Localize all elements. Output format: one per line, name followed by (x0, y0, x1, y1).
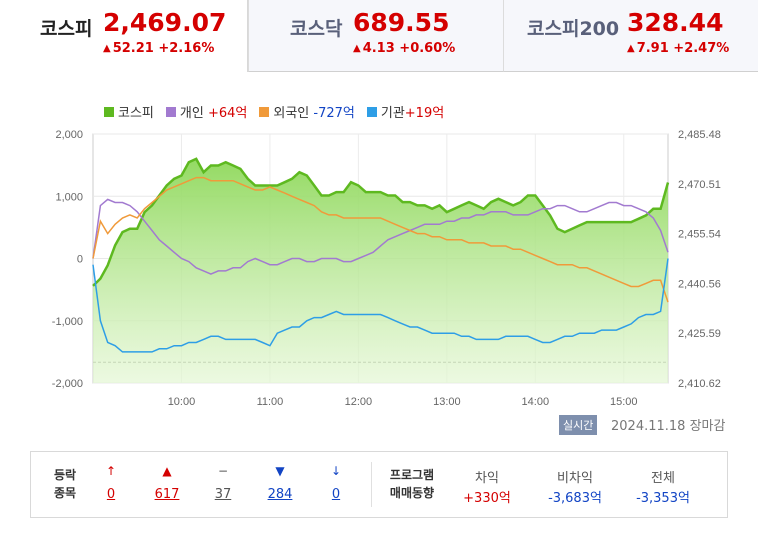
arbitrage-value: +330억 (463, 491, 511, 506)
market-breadth-panel: 등락 종목 ↑ 0 ▲ 617 − 37 ▼ 284 ↓ 0 프로그램 매매동향… (30, 451, 728, 518)
tab-value: 328.44 (627, 8, 724, 37)
down-limit-icon: ↓ (330, 464, 342, 478)
legend-label: 코스피 (118, 106, 154, 121)
series-line (92, 198, 669, 275)
total-value: -3,353억 (636, 491, 690, 506)
y-right-tick-label: 2,410.62 (678, 378, 721, 390)
y-left-tick-label: 1,000 (55, 191, 83, 203)
x-tick-label: 12:00 (345, 396, 373, 408)
series-line (92, 258, 669, 353)
x-tick-label: 13:00 (433, 396, 461, 408)
footer-divider (371, 462, 372, 507)
up-triangle-icon: ▲ (353, 43, 361, 54)
chart-legend: 코스피 개인 +64억 외국인 -727억 기관 +19억 (104, 102, 444, 121)
legend-swatch (104, 106, 114, 117)
total-label: 전체 (651, 471, 675, 486)
y-left-tick-label: -1,000 (52, 316, 83, 328)
y-right-tick-label: 2,440.56 (678, 278, 721, 290)
market-status: 2024.11.18 장마감 (611, 415, 725, 434)
y-right-tick-label: 2,455.54 (678, 229, 721, 241)
legend-value: -727억 (313, 106, 355, 121)
tab-name: 코스닥 (290, 18, 343, 40)
tab-change: ▲ 52.21 +2.16% (103, 41, 214, 56)
legend-swatch (366, 106, 377, 117)
tab-change: ▲ 4.13 +0.60% (353, 41, 455, 56)
up-limit-icon: ↑ (105, 464, 117, 478)
arbitrage-label: 차익 (475, 471, 499, 486)
x-tick-label: 11:00 (257, 396, 284, 408)
x-tick-label: 14:00 (522, 396, 550, 408)
down-limit-count[interactable]: 0 (331, 487, 341, 502)
y-left-tick-label: 2,000 (55, 129, 83, 141)
down-icon: ▼ (275, 464, 285, 478)
legend-label: 기관 (380, 106, 405, 121)
up-triangle-icon: ▲ (103, 43, 111, 54)
flat-icon: − (217, 464, 229, 478)
market-chart: 2,000 1,000 0 -1,000 -2,000 2,485.48 2,470.51 2… (52, 129, 721, 408)
up-triangle-icon: ▲ (627, 43, 635, 54)
legend-swatch (259, 106, 270, 117)
up-icon: ▲ (162, 464, 172, 478)
tab-change-text: 7.91 +2.47% (636, 41, 730, 56)
breadth-label: 등락 종목 (53, 468, 77, 500)
x-tick-label: 15:00 (610, 396, 638, 408)
legend-item-foreign[interactable]: 외국인 -727억 (259, 102, 355, 121)
up-limit-count[interactable]: 0 (106, 487, 116, 502)
y-right-tick-label: 2,485.48 (678, 129, 721, 141)
tab-value: 689.55 (353, 8, 450, 37)
index-tabs: 코스피 2,469.07 ▲ 52.21 +2.16% 코스닥 689.55 ▲ 4… (0, 0, 758, 72)
tab-kospi[interactable]: 코스피 2,469.07 ▲ 52.21 +2.16% (0, 0, 248, 72)
realtime-badge[interactable]: 실시간 (559, 415, 598, 435)
legend-value: +19억 (404, 106, 445, 121)
tab-value: 2,469.07 (103, 8, 227, 37)
flat-count[interactable]: 37 (214, 487, 232, 502)
legend-value: +64억 (207, 106, 248, 121)
market-closed-label: 장마감 (689, 419, 726, 434)
legend-label: 외국인 (273, 106, 310, 121)
tab-kosdaq[interactable]: 코스닥 689.55 ▲ 4.13 +0.60% (248, 0, 503, 72)
y-right-tick-label: 2,470.51 (678, 179, 721, 191)
tab-change-text: 4.13 +0.60% (362, 41, 456, 56)
y-right-tick-label: 2,425.59 (678, 328, 721, 340)
series-line (92, 176, 669, 303)
program-trading-label: 프로그램 매매동향 (389, 468, 435, 500)
trade-date: 2024.11.18 (611, 419, 686, 434)
x-tick-label: 10:00 (168, 396, 196, 408)
tab-kospi200[interactable]: 코스피200 328.44 ▲ 7.91 +2.47% (503, 0, 758, 72)
legend-item-kospi[interactable]: 코스피 (104, 102, 154, 121)
y-left-tick-label: 0 (77, 254, 83, 266)
tab-name: 코스피200 (527, 18, 620, 40)
down-count[interactable]: 284 (267, 487, 293, 502)
y-left-tick-label: -2,000 (52, 378, 83, 390)
legend-item-institution[interactable]: 기관 +19억 (366, 102, 445, 121)
series-line-kospi (92, 157, 670, 287)
legend-label: 개인 (179, 106, 204, 121)
non-arbitrage-label: 비차익 (557, 471, 593, 486)
up-count[interactable]: 617 (154, 487, 180, 502)
tab-change: ▲ 7.91 +2.47% (627, 41, 729, 56)
non-arbitrage-value: -3,683억 (548, 491, 602, 506)
tab-name: 코스피 (40, 18, 93, 40)
tab-change-text: 52.21 +2.16% (112, 41, 215, 56)
legend-swatch (165, 106, 176, 117)
legend-item-individual[interactable]: 개인 +64억 (165, 102, 248, 121)
